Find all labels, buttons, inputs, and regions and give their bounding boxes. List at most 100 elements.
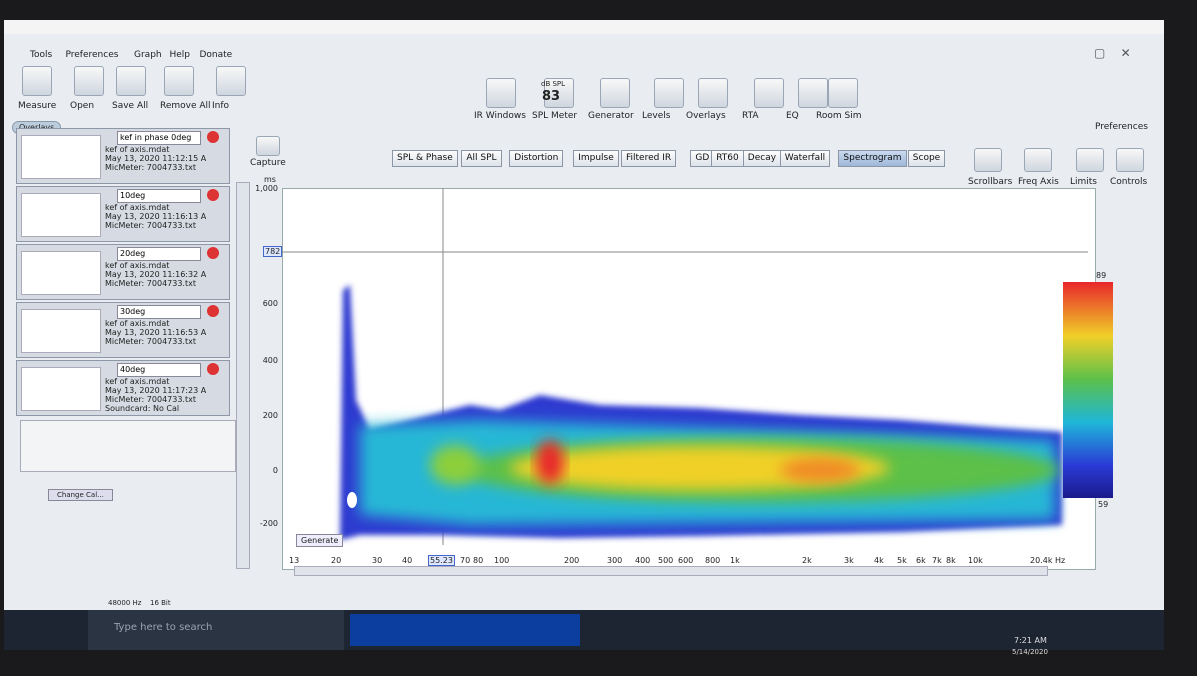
search-text: Type here to search (114, 622, 213, 633)
graph-tab[interactable]: GD (690, 150, 715, 167)
search-box[interactable] (88, 610, 344, 650)
hole (347, 492, 357, 508)
toolbar-icon[interactable] (544, 78, 574, 108)
graph-tab[interactable]: Filtered IR (621, 150, 677, 167)
graph-tab[interactable]: Waterfall (779, 150, 831, 167)
tool-label: Controls (1110, 177, 1148, 187)
change-cal[interactable]: Change Cal... (48, 489, 113, 501)
toolbar-icon[interactable] (486, 78, 516, 108)
x-tick-label: 400 (635, 556, 651, 565)
toolbar-label: Overlays (686, 111, 726, 121)
graph-tab[interactable]: RT60 (711, 150, 744, 167)
remove-button[interactable] (207, 131, 219, 143)
toolbar-label: Measure (18, 101, 57, 111)
tool-icon[interactable] (1116, 148, 1144, 172)
tool-icon[interactable] (1076, 148, 1104, 172)
x-tick-label: 13 (289, 556, 300, 565)
graph-tab[interactable]: Distortion (509, 150, 564, 167)
graph-tab[interactable]: Decay (742, 150, 782, 167)
toolbar-icon[interactable] (654, 78, 684, 108)
menu-item[interactable]: Tools (30, 50, 53, 60)
x-tick-label: 7k (932, 556, 942, 565)
toolbar-icon[interactable] (828, 78, 858, 108)
x-tick-label: 3k (844, 556, 854, 565)
x-tick-label: 500 (658, 556, 674, 565)
spectrogram-plot (340, 282, 1113, 540)
measurement[interactable]: kef in phase 0deg kef of axis.mdat May 13,… (16, 128, 230, 184)
measurement-info: May 13, 2020 11:16:32 A (105, 270, 207, 279)
measurement[interactable]: 40deg kef of axis.mdat May 13, 2020 11:17:… (16, 360, 230, 416)
capture-icon[interactable] (256, 136, 280, 156)
preferences[interactable]: Preferences (1095, 122, 1148, 132)
remove-button[interactable] (207, 363, 219, 375)
measurement-info: May 13, 2020 11:17:23 A (105, 386, 207, 395)
tool-icon[interactable] (1024, 148, 1052, 172)
toolbar-icon[interactable] (116, 66, 146, 96)
colorbar (1063, 282, 1113, 498)
status: 48000 Hz (108, 599, 142, 607)
thumbnail (21, 367, 101, 411)
tool-icon[interactable] (974, 148, 1002, 172)
measurement-name[interactable]: kef in phase 0deg (117, 131, 201, 145)
graph-tab[interactable]: SPL & Phase (392, 150, 458, 167)
measurement-name[interactable]: 20deg (117, 247, 201, 261)
toolbar-label: IR Windows (474, 111, 526, 121)
measurement-name[interactable]: 40deg (117, 363, 201, 377)
colorbar-max: 89 (1096, 271, 1107, 280)
y-unit: ms (264, 175, 276, 184)
y-tick-label: 0 (272, 466, 278, 475)
band (430, 445, 480, 485)
menu-item[interactable]: Preferences (65, 50, 119, 60)
scrollbar (236, 182, 250, 569)
menu-item[interactable]: Help (169, 50, 191, 60)
toolbar-icon[interactable] (216, 66, 246, 96)
toolbar-icon[interactable] (600, 78, 630, 108)
toolbar-icon[interactable] (74, 66, 104, 96)
x-tick-label: 8k (946, 556, 956, 565)
measurement-name[interactable]: 30deg (117, 305, 201, 319)
generate-button[interactable]: Generate (296, 534, 344, 547)
capture[interactable]: Capture (250, 158, 286, 168)
x-tick-label: 80 (473, 556, 484, 565)
toolbar-label: SPL Meter (532, 111, 578, 121)
remove-button[interactable] (207, 305, 219, 317)
hotspot (536, 440, 564, 484)
y-tick-label: -200 (259, 519, 278, 528)
graph-tab[interactable]: Impulse (573, 150, 619, 167)
toolbar-label: Generator (588, 111, 634, 121)
measurement-name[interactable]: 10deg (117, 189, 201, 203)
menu-item[interactable]: Graph (134, 50, 162, 60)
y-tick-label: 600 (262, 299, 278, 308)
measurement-info: kef of axis.mdat (105, 203, 170, 212)
thumbnail (21, 309, 101, 353)
toolbar-icon[interactable] (164, 66, 194, 96)
measurement[interactable]: 30deg kef of axis.mdat May 13, 2020 11:16:… (16, 302, 230, 358)
measurement-info: kef of axis.mdat (105, 261, 170, 270)
hotspot (780, 458, 860, 482)
graph-tab[interactable]: Spectrogram (838, 150, 907, 167)
graph-tab[interactable]: All SPL (461, 150, 502, 167)
x-tick-label: 1k (730, 556, 740, 565)
measurement[interactable]: 10deg kef of axis.mdat May 13, 2020 11:16:… (16, 186, 230, 242)
x-tick-label: 30 (372, 556, 383, 565)
toolbar-icon[interactable] (754, 78, 784, 108)
toolbar-icon[interactable] (798, 78, 828, 108)
x-cursor: 55.23 (428, 555, 455, 566)
x-tick-label: 300 (607, 556, 623, 565)
y-cursor: 782 (263, 246, 283, 257)
toolbar-label: Remove All (160, 101, 211, 111)
thumbnail (21, 251, 101, 295)
toolbar-label: Room Sim (816, 111, 862, 121)
toolbar-icon[interactable] (698, 78, 728, 108)
taskbar (4, 610, 1164, 650)
thumbnail (21, 135, 101, 179)
measurement-info: kef of axis.mdat (105, 145, 170, 154)
measurement[interactable]: 20deg kef of axis.mdat May 13, 2020 11:16:… (16, 244, 230, 300)
x-tick-label: 800 (705, 556, 721, 565)
remove-button[interactable] (207, 189, 219, 201)
toolbar-icon[interactable] (22, 66, 52, 96)
x-tick-label: 2k (802, 556, 812, 565)
remove-button[interactable] (207, 247, 219, 259)
menu-item[interactable]: Donate (199, 50, 233, 60)
graph-tab[interactable]: Scope (907, 150, 946, 167)
